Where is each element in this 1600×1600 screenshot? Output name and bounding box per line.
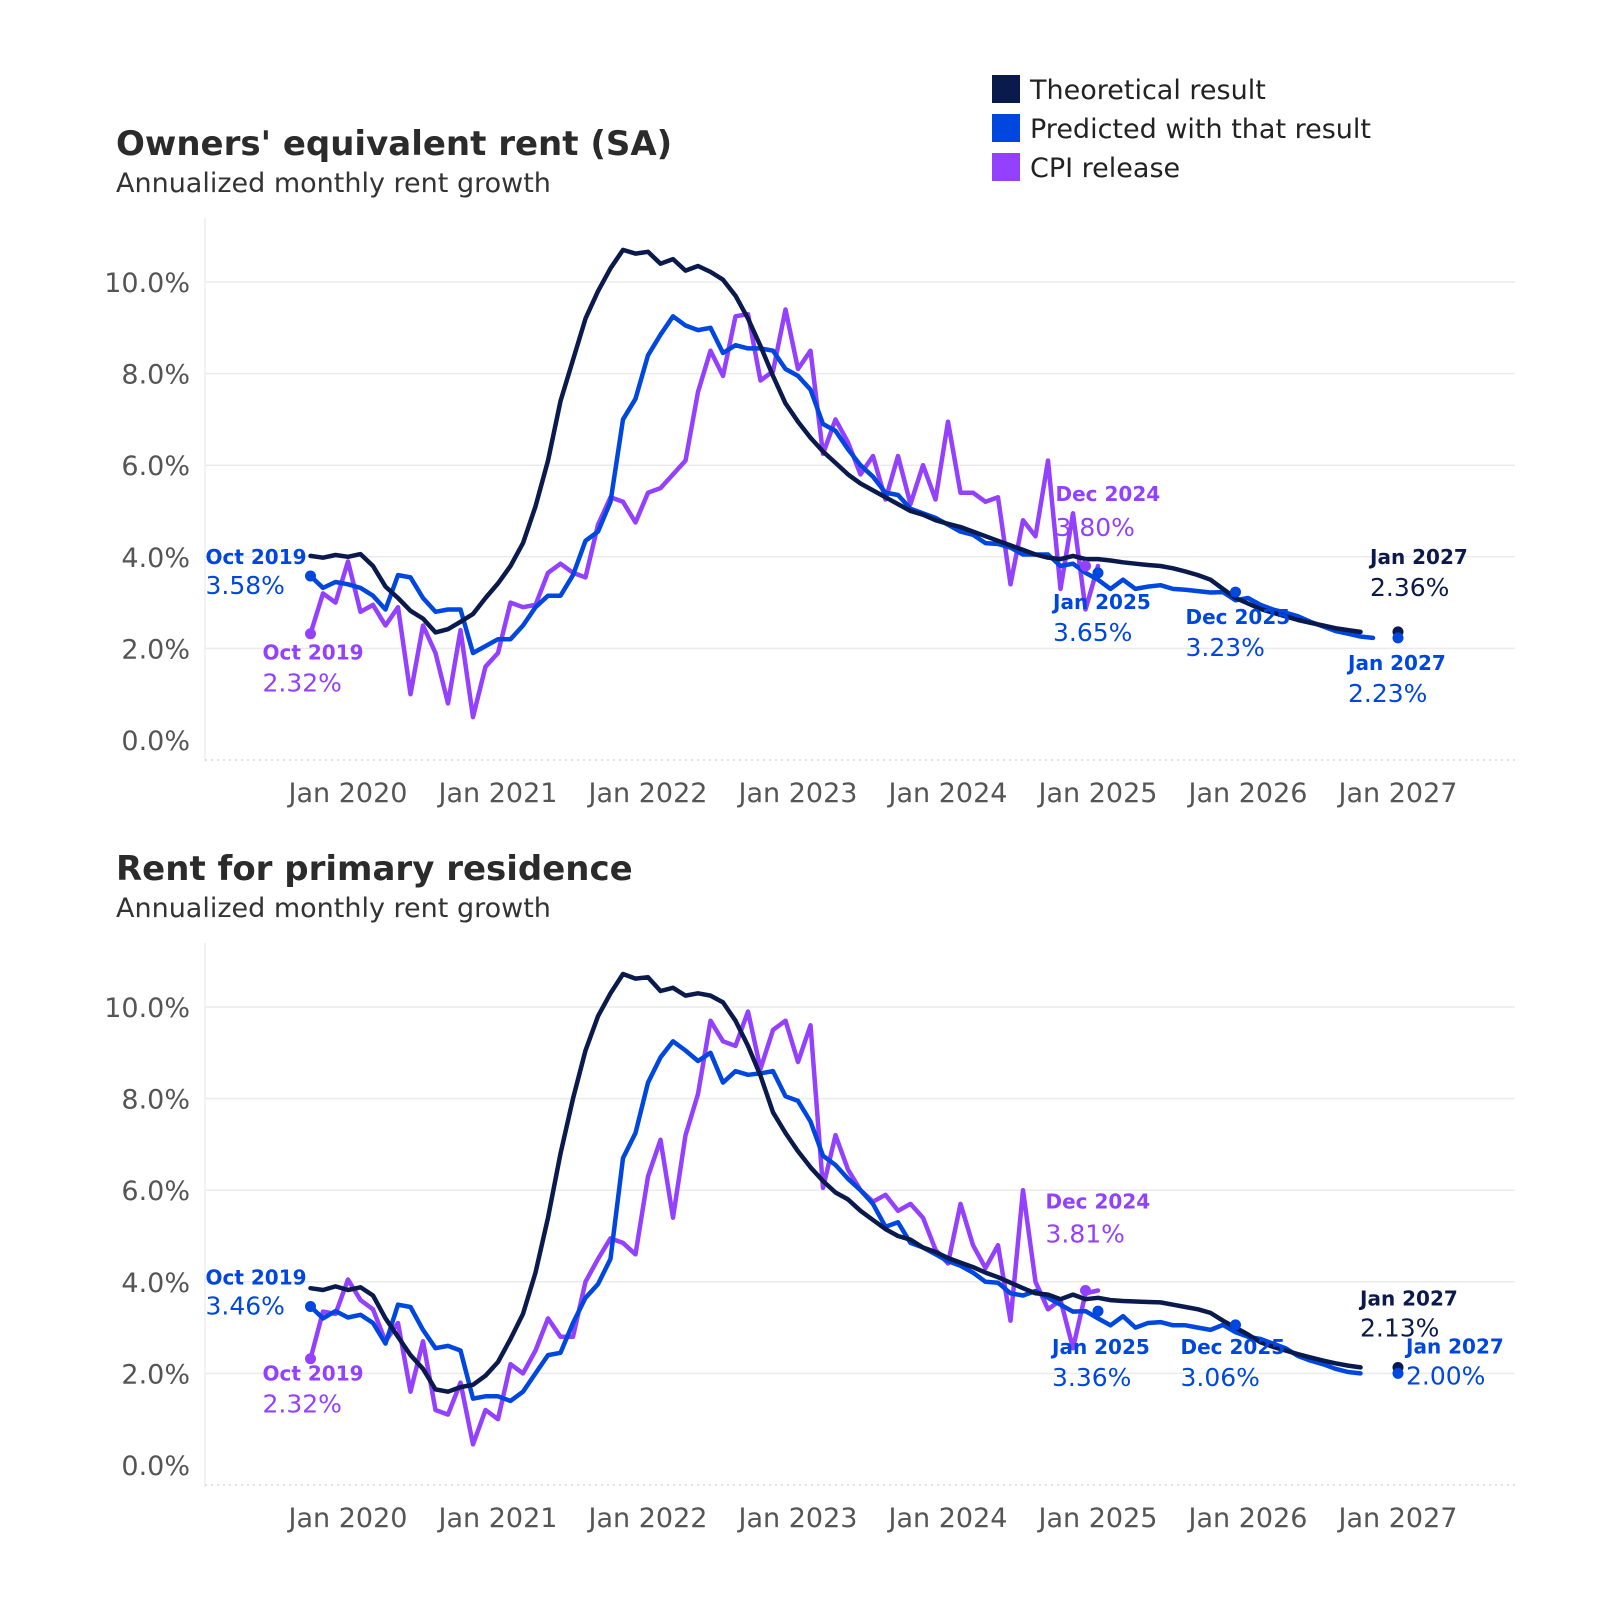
annotation-value: 2.13% [1360, 1313, 1439, 1342]
annotation-date: Oct 2019 [206, 1266, 307, 1290]
y-tick-label: 2.0% [121, 1359, 190, 1390]
annotation-date: Jan 2027 [1368, 545, 1468, 569]
annotation-value: 3.65% [1053, 618, 1132, 647]
x-tick-label: Jan 2023 [737, 1503, 858, 1534]
x-tick-label: Jan 2027 [1337, 778, 1458, 809]
x-tick-label: Jan 2026 [1187, 778, 1308, 809]
annotation-value: 3.23% [1186, 633, 1265, 662]
legend: Theoretical result Predicted with that re… [992, 75, 1371, 184]
y-tick-label: 2.0% [121, 634, 190, 665]
annotation-point [1230, 1319, 1241, 1331]
x-tick-label: Jan 2025 [1037, 1503, 1158, 1534]
x-tick-label: Jan 2024 [887, 778, 1008, 809]
annotation-point [1080, 1285, 1091, 1297]
x-tick-label: Jan 2025 [1037, 778, 1158, 809]
chart-title: Rent for primary residence [116, 849, 633, 889]
annotation-date: Dec 2025 [1186, 605, 1291, 629]
annotation-date: Jan 2025 [1051, 590, 1151, 614]
y-tick-label: 8.0% [121, 360, 190, 391]
series-line-cpi-release [308, 307, 1101, 720]
chart-subtitle: Annualized monthly rent growth [116, 168, 551, 199]
annotation-value: 3.58% [206, 571, 285, 600]
x-tick-label: Jan 2024 [887, 1503, 1008, 1534]
y-tick-label: 0.0% [121, 1451, 190, 1482]
x-tick-label: Jan 2022 [587, 1503, 708, 1534]
annotation-value: 3.06% [1181, 1363, 1260, 1392]
annotation-value: 2.23% [1348, 679, 1427, 708]
legend-label-0: Theoretical result [1029, 75, 1266, 106]
annotation-date: Jan 2027 [1404, 1334, 1504, 1358]
series-line-theoretical-result [308, 247, 1363, 635]
x-tick-label: Jan 2027 [1337, 1503, 1458, 1534]
annotation-date: Jan 2027 [1346, 651, 1446, 675]
y-tick-label: 8.0% [121, 1085, 190, 1116]
legend-swatch-1 [992, 114, 1020, 142]
annotation-point [1392, 1367, 1404, 1379]
chart-subtitle: Annualized monthly rent growth [116, 893, 551, 924]
annotation-value: 3.80% [1056, 513, 1135, 542]
series-line-theoretical-result [308, 971, 1363, 1394]
x-tick-label: Jan 2021 [437, 778, 558, 809]
annotation-point [305, 1353, 316, 1365]
annotation-point [305, 628, 316, 640]
annotation-point [1092, 567, 1104, 579]
legend-label-2: CPI release [1030, 153, 1180, 184]
annotation-date: Dec 2024 [1056, 482, 1161, 506]
annotation-value: 3.81% [1046, 1220, 1125, 1249]
y-tick-label: 4.0% [121, 543, 190, 574]
annotation-value: 2.32% [263, 669, 342, 698]
x-tick-label: Jan 2022 [587, 778, 708, 809]
y-tick-label: 4.0% [121, 1268, 190, 1299]
series-line-predicted-with-that-result [308, 1039, 1363, 1404]
x-tick-label: Jan 2023 [737, 778, 858, 809]
annotation-value: 2.36% [1370, 573, 1449, 602]
panel-rent-primary-residence: Rent for primary residence Annualized mon… [104, 849, 1515, 1534]
legend-label-1: Predicted with that result [1030, 114, 1371, 145]
y-tick-label: 6.0% [121, 451, 190, 482]
annotation-date: Oct 2019 [263, 1362, 364, 1386]
x-tick-label: Jan 2020 [287, 778, 408, 809]
y-tick-label: 6.0% [121, 1176, 190, 1207]
annotation-point [1230, 586, 1241, 598]
x-tick-label: Jan 2021 [437, 1503, 558, 1534]
annotation-date: Dec 2024 [1046, 1190, 1151, 1214]
x-tick-label: Jan 2026 [1187, 1503, 1308, 1534]
y-tick-label: 0.0% [121, 726, 190, 757]
annotation-value: 2.32% [263, 1390, 342, 1419]
annotation-value: 3.46% [206, 1292, 285, 1321]
annotation-point [305, 570, 316, 582]
annotation-point [305, 1301, 316, 1313]
annotation-date: Oct 2019 [263, 641, 364, 665]
x-tick-label: Jan 2020 [287, 1503, 408, 1534]
annotation-value: 3.36% [1052, 1363, 1131, 1392]
series-line-predicted-with-that-result [308, 314, 1376, 656]
annotation-date: Jan 2025 [1050, 1335, 1150, 1359]
chart-title: Owners' equivalent rent (SA) [116, 124, 672, 164]
y-tick-label: 10.0% [104, 993, 190, 1024]
annotation-date: Jan 2027 [1358, 1286, 1458, 1310]
legend-swatch-0 [992, 75, 1020, 103]
annotation-value: 2.00% [1406, 1361, 1485, 1390]
legend-swatch-2 [992, 153, 1020, 181]
annotation-point [1092, 1305, 1104, 1317]
annotation-date: Dec 2025 [1181, 1335, 1286, 1359]
annotation-point [1392, 632, 1404, 644]
annotation-point [1080, 560, 1091, 572]
y-tick-label: 10.0% [104, 268, 190, 299]
panel-owners-equivalent-rent: Owners' equivalent rent (SA) Annualized m… [104, 124, 1515, 809]
annotation-date: Oct 2019 [206, 545, 307, 569]
